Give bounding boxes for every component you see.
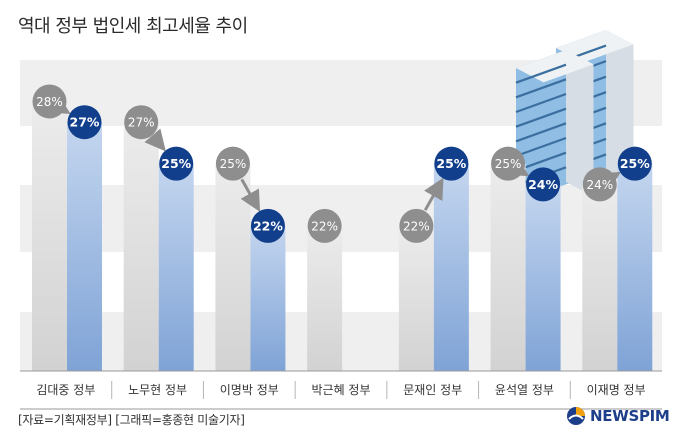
value-label-before: 27% (128, 116, 155, 130)
value-label-after: 24% (528, 177, 558, 192)
marker-after (434, 146, 469, 181)
bar-before (582, 184, 618, 371)
bar-before (398, 225, 434, 371)
x-tick-label: 문재인 정부 (403, 383, 462, 397)
newspim-globe-icon (567, 407, 585, 425)
bar-after (525, 184, 561, 371)
trend-arrow (423, 177, 444, 211)
x-tick-label: 윤석열 정부 (495, 383, 554, 397)
source-credit: [자료=기획재정부] [그래픽=홍종현 미술기자] (18, 413, 245, 427)
marker-before (399, 208, 434, 243)
bar-before (215, 163, 251, 371)
value-label-before: 25% (220, 157, 247, 171)
value-label-before: 28% (36, 95, 63, 109)
marker-after (526, 167, 561, 202)
value-label-before: 24% (586, 178, 613, 192)
logo-text: NEWSPIM (590, 407, 670, 425)
x-tick-label: 이명박 정부 (220, 383, 279, 397)
x-axis: 김대중 정부 노무현 정부 이명박 정부 박근혜 정부 문재인 정부 윤석열 정부 이재명 … (20, 370, 662, 410)
bars (32, 101, 653, 371)
marker-before (32, 84, 67, 119)
bar-before (32, 101, 67, 371)
x-tick-label: 박근혜 정부 (311, 383, 370, 397)
marker-before (124, 105, 159, 140)
value-label-after: 27% (70, 115, 100, 130)
marker-before (491, 146, 526, 181)
x-tick-label: 이재명 정부 (587, 383, 646, 397)
marker-before (307, 208, 342, 243)
value-label-before: 22% (311, 219, 338, 233)
newspim-logo: NEWSPIM (566, 406, 670, 426)
marker-before (215, 146, 250, 181)
value-label-after: 25% (161, 156, 191, 171)
x-tick-label: 김대중 정부 (36, 383, 95, 397)
trend-arrows (47, 94, 622, 212)
x-tick-label: 노무현 정부 (128, 383, 187, 397)
trend-arrow (240, 178, 261, 212)
value-label-before: 25% (495, 157, 522, 171)
value-label-after: 25% (436, 156, 466, 171)
bar-after (617, 163, 653, 371)
marker-after (250, 208, 285, 243)
bar-before (490, 163, 526, 371)
bar-after (250, 225, 286, 371)
bar-after (433, 163, 469, 371)
chart-title: 역대 정부 법인세 최고세율 추이 (18, 16, 248, 37)
value-label-after: 22% (253, 218, 283, 233)
marker-before (582, 167, 617, 202)
trend-arrow (144, 128, 166, 152)
office-building-icon (515, 30, 634, 200)
bar-before (123, 122, 159, 371)
marker-after (67, 105, 102, 140)
value-label-before: 22% (403, 219, 430, 233)
marker-after (159, 146, 194, 181)
value-label-after: 25% (620, 156, 650, 171)
bar-before (307, 225, 343, 371)
value-markers: 28% 27% 27% 25% 25% 22% 22% 22% 25% 25% 24% 24% 25% (32, 84, 652, 243)
bar-after (158, 163, 194, 371)
marker-after (617, 146, 652, 181)
bar-after (67, 122, 102, 371)
